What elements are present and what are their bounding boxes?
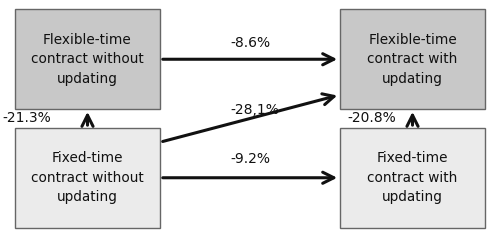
FancyBboxPatch shape	[340, 128, 485, 228]
Text: -21.3%: -21.3%	[2, 111, 51, 126]
FancyBboxPatch shape	[15, 9, 160, 109]
Text: -28,1%: -28,1%	[230, 103, 279, 117]
Text: Fixed-time
contract with
updating: Fixed-time contract with updating	[368, 151, 458, 204]
Text: Flexible-time
contract without
updating: Flexible-time contract without updating	[31, 33, 144, 86]
Text: Fixed-time
contract without
updating: Fixed-time contract without updating	[31, 151, 144, 204]
FancyBboxPatch shape	[15, 128, 160, 228]
FancyBboxPatch shape	[340, 9, 485, 109]
Text: -20.8%: -20.8%	[348, 111, 396, 126]
Text: Flexible-time
contract with
updating: Flexible-time contract with updating	[368, 33, 458, 86]
Text: -9.2%: -9.2%	[230, 152, 270, 166]
Text: -8.6%: -8.6%	[230, 36, 270, 50]
